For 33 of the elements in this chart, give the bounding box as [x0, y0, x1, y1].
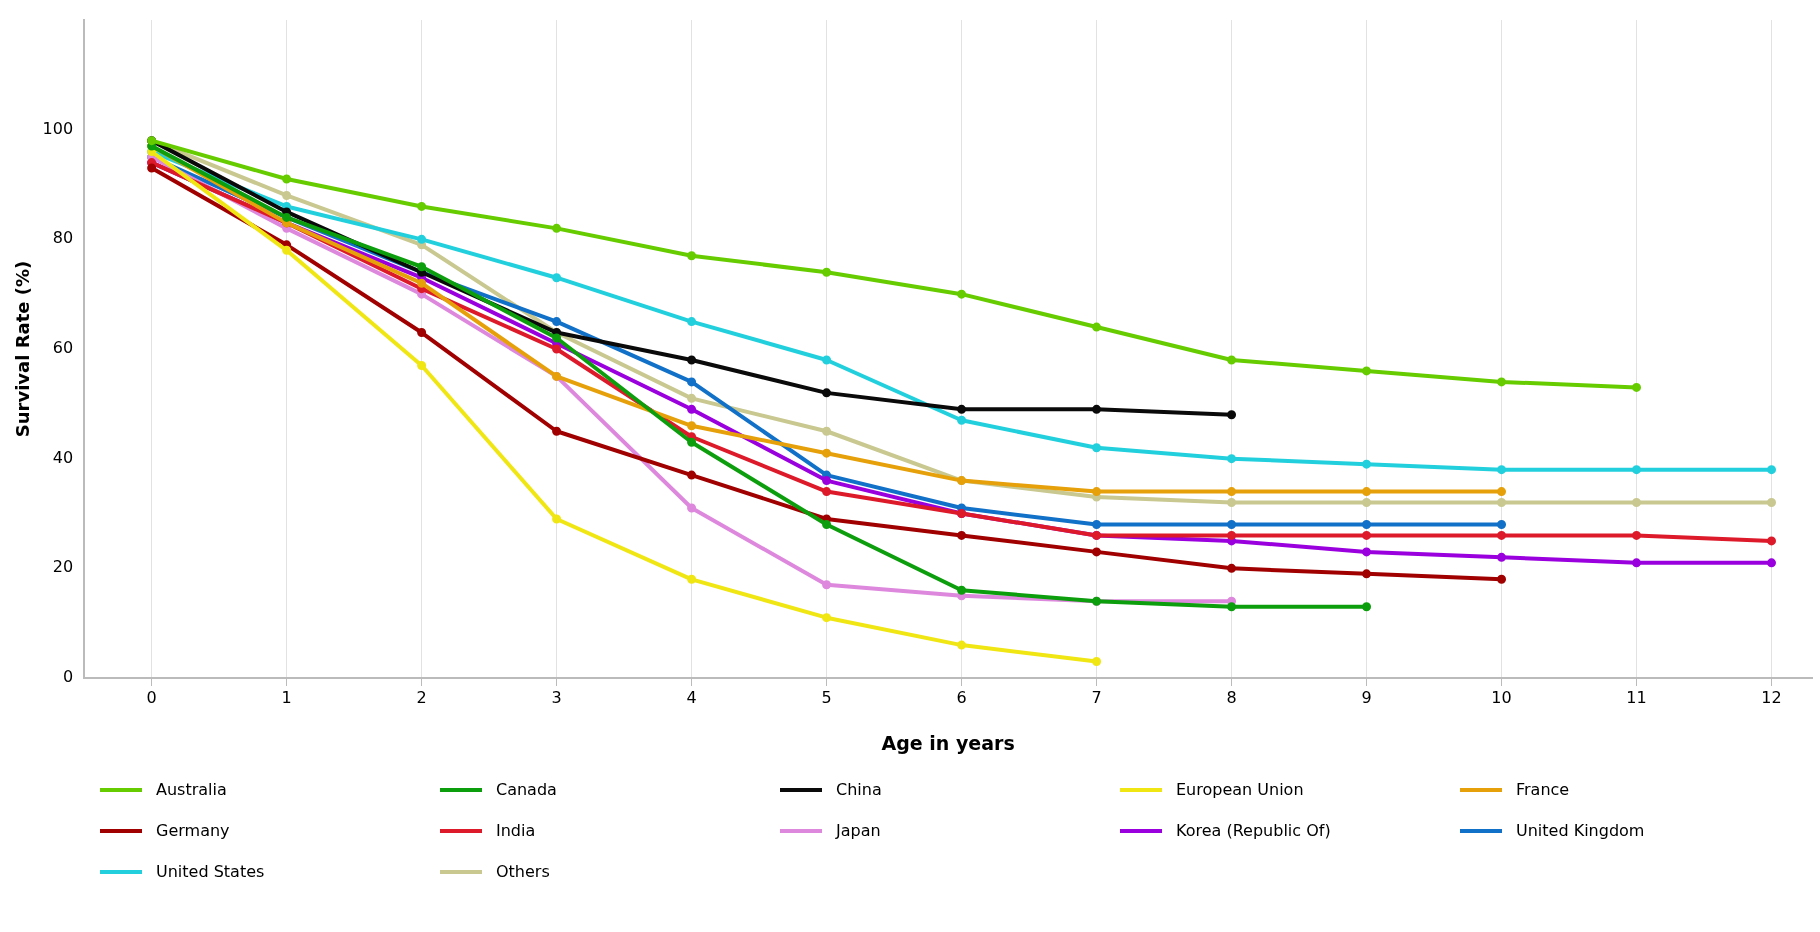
legend-label: Others [496, 862, 550, 881]
x-tick-label: 7 [1091, 687, 1102, 707]
x-tick-label: 4 [686, 687, 697, 707]
y-tick-label: 0 [62, 667, 74, 687]
legend-label: Japan [836, 821, 881, 840]
x-tick-label: 12 [1761, 687, 1782, 707]
legend-label: European Union [1176, 780, 1304, 799]
legend-label: United Kingdom [1516, 821, 1645, 840]
y-tick-label: 20 [52, 557, 74, 577]
x-tick-label: 9 [1361, 687, 1372, 707]
legend-label: Korea (Republic Of) [1176, 821, 1331, 840]
x-tick-label: 3 [551, 687, 562, 707]
x-tick-label: 2 [416, 687, 427, 707]
x-tick-label: 10 [1491, 687, 1512, 707]
x-tick-label: 11 [1626, 687, 1647, 707]
y-axis-title: Survival Rate (%) [12, 260, 34, 438]
x-axis-title: Age in years [881, 731, 1015, 754]
y-tick-label: 80 [52, 228, 74, 248]
x-tick-label: 0 [146, 687, 157, 707]
x-tick-label: 8 [1226, 687, 1237, 707]
legend-label: France [1516, 780, 1570, 799]
legend-label: United States [156, 862, 265, 881]
y-tick-label: 40 [52, 447, 74, 467]
y-tick-label: 60 [52, 338, 74, 358]
x-tick-label: 1 [281, 687, 292, 707]
legend-label: China [836, 780, 882, 799]
x-tick-label: 5 [821, 687, 832, 707]
y-tick-label: 100 [42, 118, 74, 138]
legend-label: Germany [156, 821, 230, 840]
legend-label: India [496, 821, 536, 840]
legend-label: Canada [496, 780, 557, 799]
legend-label: Australia [156, 780, 227, 799]
x-tick-label: 6 [956, 687, 967, 707]
